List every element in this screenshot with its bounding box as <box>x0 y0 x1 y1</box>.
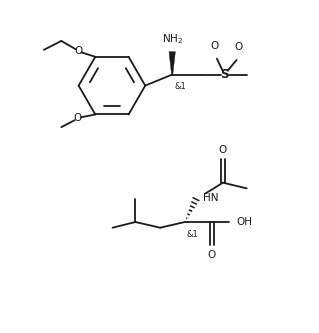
Text: O: O <box>235 42 243 52</box>
Text: O: O <box>75 46 83 56</box>
Text: &1: &1 <box>175 82 187 91</box>
Polygon shape <box>169 52 175 75</box>
Text: S: S <box>220 68 229 81</box>
Text: NH$_2$: NH$_2$ <box>162 33 183 46</box>
Text: O: O <box>74 113 82 123</box>
Text: HN: HN <box>203 192 219 202</box>
Text: &1: &1 <box>187 230 198 239</box>
Text: O: O <box>208 250 216 260</box>
Text: OH: OH <box>236 217 252 227</box>
Text: O: O <box>211 41 219 51</box>
Text: O: O <box>219 145 227 155</box>
